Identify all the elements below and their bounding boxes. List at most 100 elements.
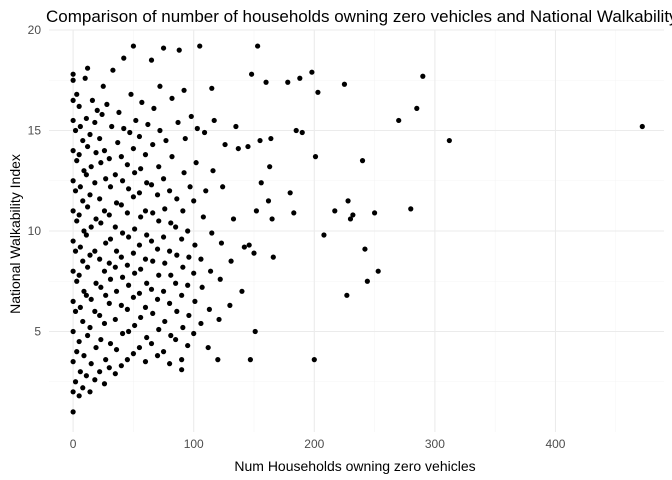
- data-point: [174, 196, 180, 202]
- data-point: [107, 340, 114, 347]
- data-point: [197, 43, 203, 49]
- data-point: [144, 180, 150, 186]
- grid-layer: [49, 29, 664, 432]
- data-point: [144, 232, 150, 238]
- data-point: [72, 308, 79, 314]
- data-point: [270, 254, 276, 260]
- data-point: [299, 129, 305, 136]
- data-point: [145, 121, 151, 128]
- data-point: [116, 109, 122, 116]
- chart-title: Comparison of number of households ownin…: [46, 7, 672, 26]
- data-point: [77, 304, 83, 310]
- data-point: [166, 361, 173, 367]
- data-point: [125, 186, 132, 192]
- data-point: [119, 230, 126, 236]
- data-point: [156, 326, 162, 333]
- y-tick-label: 20: [28, 23, 42, 37]
- data-point: [93, 280, 99, 286]
- data-point: [293, 127, 299, 134]
- data-point: [94, 107, 100, 113]
- data-point: [179, 292, 185, 298]
- data-point: [174, 308, 180, 314]
- data-point: [76, 272, 82, 278]
- data-point: [76, 393, 82, 399]
- data-point: [98, 160, 104, 166]
- data-point: [191, 330, 197, 337]
- data-point: [70, 238, 76, 244]
- data-point: [70, 117, 76, 124]
- data-point: [150, 258, 156, 264]
- data-point: [130, 351, 137, 357]
- data-point: [162, 260, 168, 266]
- data-point: [350, 212, 356, 218]
- data-point: [257, 137, 263, 144]
- data-point: [118, 363, 124, 369]
- data-point: [97, 312, 103, 319]
- data-point: [106, 365, 112, 371]
- data-point: [74, 158, 80, 164]
- data-point: [230, 216, 237, 222]
- data-point: [247, 357, 253, 363]
- data-point: [160, 234, 167, 240]
- data-point: [173, 336, 179, 343]
- data-point: [269, 216, 275, 222]
- data-point: [112, 264, 118, 270]
- data-point: [154, 246, 161, 252]
- data-point: [341, 81, 348, 87]
- data-point: [70, 409, 76, 415]
- data-point: [87, 389, 93, 395]
- data-point: [420, 73, 426, 79]
- data-point: [121, 55, 127, 61]
- data-point: [107, 276, 114, 282]
- data-point: [70, 208, 76, 214]
- data-point: [136, 190, 143, 196]
- data-point: [309, 69, 315, 75]
- data-point: [142, 152, 149, 158]
- x-tick-label: 200: [304, 437, 324, 451]
- data-point: [148, 182, 155, 188]
- data-point: [93, 344, 99, 351]
- data-point: [168, 272, 174, 278]
- data-point: [169, 154, 175, 160]
- data-point: [113, 248, 120, 254]
- data-point: [70, 71, 76, 77]
- data-point: [76, 103, 82, 109]
- data-point: [157, 83, 163, 89]
- tick-labels: 0 100 200 300 400 5 10 15 20: [28, 23, 566, 451]
- data-point: [80, 137, 86, 144]
- data-point: [186, 254, 192, 260]
- x-tick-label: 100: [184, 437, 204, 451]
- data-point: [97, 256, 103, 262]
- data-point: [106, 212, 112, 218]
- data-point: [205, 344, 211, 351]
- data-point: [87, 252, 93, 258]
- data-point: [156, 164, 162, 170]
- data-point: [311, 357, 317, 363]
- data-point: [112, 172, 118, 178]
- data-point: [179, 357, 185, 363]
- data-point: [83, 172, 89, 178]
- data-point: [222, 141, 228, 148]
- data-point: [173, 280, 179, 286]
- data-point: [92, 308, 98, 314]
- data-point: [138, 266, 144, 272]
- data-point: [132, 322, 138, 329]
- data-point: [150, 210, 156, 216]
- data-point: [168, 332, 174, 339]
- data-point: [218, 240, 225, 246]
- data-point: [241, 244, 247, 250]
- data-point: [74, 349, 80, 355]
- data-point: [217, 276, 223, 282]
- data-point: [138, 214, 144, 220]
- data-point: [315, 89, 321, 95]
- data-point: [396, 117, 402, 124]
- data-point: [253, 208, 260, 214]
- data-point: [193, 160, 199, 166]
- data-point: [112, 224, 118, 230]
- data-point: [160, 288, 167, 294]
- data-point: [200, 214, 206, 220]
- data-point: [112, 316, 118, 323]
- data-point: [162, 206, 168, 212]
- data-point: [174, 252, 180, 258]
- data-point: [80, 385, 86, 391]
